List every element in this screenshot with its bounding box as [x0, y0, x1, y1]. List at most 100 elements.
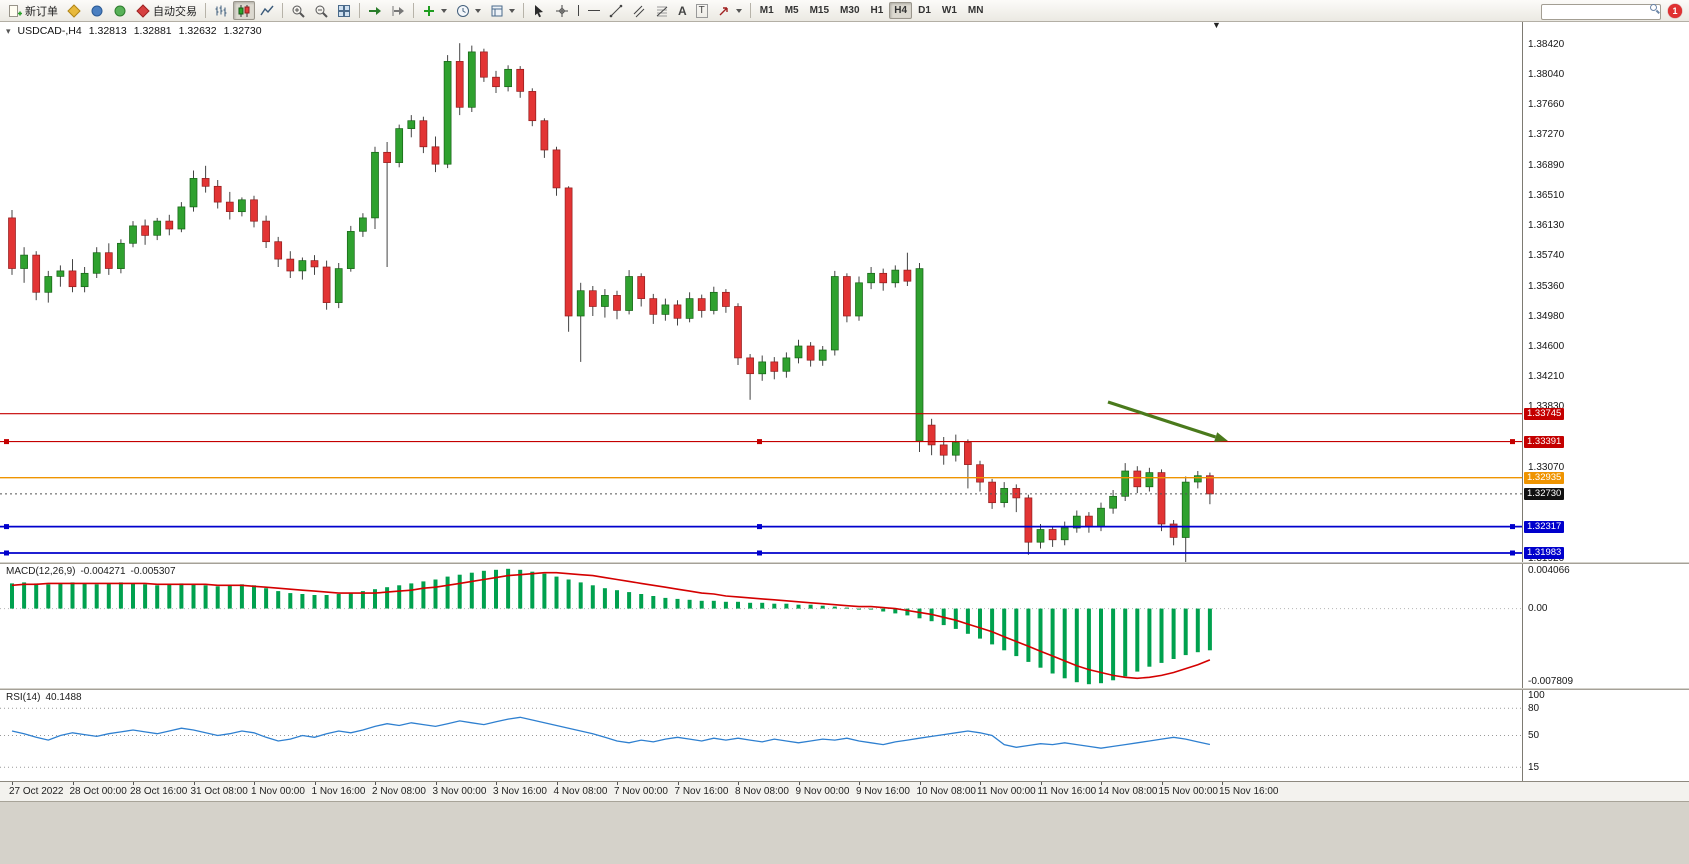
text-label-icon: T [695, 3, 708, 18]
candlestick-mode-button[interactable] [233, 1, 255, 20]
toolbar-separator [413, 3, 414, 18]
rsi-axis[interactable]: 100 80 50 15 [1522, 690, 1689, 781]
search-icon[interactable] [1650, 4, 1657, 12]
time-axis-label: 14 Nov 08:00 [1098, 786, 1158, 797]
autotrading-label: 自动交易 [153, 5, 197, 18]
time-axis-tick [1161, 782, 1163, 785]
price-axis[interactable]: 1.38420 1.38040 1.37660 1.37270 1.36890 1.365… [1522, 22, 1689, 562]
pane-separator[interactable] [0, 562, 1689, 564]
price-chart-plot[interactable] [0, 22, 1522, 562]
timeframe-button-m5[interactable]: M5 [784, 5, 799, 16]
text-tool-button[interactable]: A [674, 1, 691, 20]
line-handle[interactable] [4, 524, 9, 530]
macd-plot[interactable] [0, 564, 1522, 688]
timeframe-button-h4[interactable]: H4 [889, 2, 913, 19]
line-handle[interactable] [1510, 524, 1515, 530]
templates-dropdown-button[interactable] [486, 1, 519, 20]
time-axis-label: 2 Nov 08:00 [372, 786, 426, 797]
price-axis-label: 1.33830 [1528, 401, 1565, 413]
line-handle[interactable] [757, 550, 762, 556]
macd-axis[interactable]: 0.004066 0.00 -0.007809 [1522, 564, 1689, 688]
time-axis[interactable]: 27 Oct 2022 28 Oct 00:00 28 Oct 16:00 31 Oc… [0, 781, 1689, 801]
trendline-icon [609, 4, 623, 18]
time-axis-tick [133, 782, 134, 785]
new-order-button[interactable]: 新订单 [4, 1, 62, 20]
periods-dropdown-button[interactable] [452, 1, 485, 20]
macd-signal-value: -0.005307 [130, 566, 176, 577]
chart-shift-marker[interactable]: ▼ [1212, 22, 1221, 30]
trend-arrow-annotation[interactable] [1107, 400, 1228, 442]
time-axis-tick [1101, 782, 1102, 785]
line-handle[interactable] [757, 439, 762, 445]
timeframe-button-d1[interactable]: D1 [918, 5, 931, 16]
time-axis-tick [677, 782, 679, 785]
timeframe-button-m1[interactable]: M1 [759, 5, 774, 16]
time-axis-tick [496, 782, 497, 785]
bar-chart-icon [214, 4, 228, 18]
timeframe-button-w1[interactable]: W1 [941, 5, 957, 16]
timeframe-button-m30[interactable]: M30 [840, 5, 860, 16]
market-watch-button[interactable] [86, 1, 108, 20]
auto-scroll-button[interactable] [364, 1, 386, 20]
new-order-label: 新订单 [25, 5, 58, 18]
time-axis-tick [314, 782, 316, 785]
chart-window: ▾ USDCAD-,H4 1.32813 1.32881 1.32632 1.3… [0, 22, 1689, 801]
chart-title: ▾ USDCAD-,H4 1.32813 1.32881 1.32632 1.3… [6, 25, 262, 37]
zoom-in-button[interactable] [287, 1, 309, 20]
text-label-tool-button[interactable]: T [692, 1, 712, 20]
collapse-arrow-icon[interactable]: ▾ [6, 25, 11, 36]
time-axis-tick [375, 782, 376, 785]
crosshair-tool-button[interactable] [551, 1, 573, 20]
notification-badge[interactable]: 1 [1668, 3, 1682, 18]
toolbar-separator [359, 3, 360, 18]
line-handle[interactable] [1510, 550, 1515, 556]
navigator-button[interactable] [109, 1, 131, 20]
cursor-tool-button[interactable] [528, 1, 550, 20]
arrows-tool-button[interactable] [713, 1, 746, 20]
time-axis-tick [738, 782, 739, 785]
toolbar-right-area: 1 [1541, 1, 1685, 20]
price-badge: 1.33391 [1524, 435, 1565, 448]
rsi-plot[interactable] [0, 690, 1522, 781]
indicators-dropdown-button[interactable] [418, 1, 451, 20]
line-handle[interactable] [757, 524, 762, 530]
line-chart-mode-button[interactable] [256, 1, 278, 20]
timeframe-button-m15[interactable]: M15 [809, 5, 830, 16]
chevron-down-icon [735, 8, 742, 13]
macd-signal-line [11, 571, 1211, 680]
price-axis-label: 1.34600 [1528, 340, 1565, 352]
trendline-tool-button[interactable] [605, 1, 627, 20]
horizontal-line-tool-button[interactable] [584, 1, 604, 20]
price-axis-label: 1.35360 [1528, 280, 1565, 292]
time-axis-label: 3 Nov 16:00 [493, 786, 547, 797]
channel-tool-button[interactable] [628, 1, 650, 20]
zoom-out-button[interactable] [310, 1, 332, 20]
tile-windows-button[interactable] [333, 1, 355, 20]
chart-shift-icon [391, 4, 405, 18]
chart-shift-button[interactable] [387, 1, 409, 20]
timeframe-button-mn[interactable]: MN [967, 5, 984, 16]
macd-label: MACD(12,26,9) -0.004271 -0.005307 [6, 566, 176, 577]
charts-button[interactable] [63, 1, 85, 20]
market-watch-icon [90, 4, 104, 18]
price-axis-label: 1.34210 [1528, 371, 1565, 383]
cursor-icon [532, 4, 546, 18]
fibonacci-tool-button[interactable] [651, 1, 673, 20]
search-input[interactable] [1541, 3, 1661, 20]
pane-separator[interactable] [0, 688, 1689, 690]
time-axis-tick [919, 782, 921, 785]
bar-chart-mode-button[interactable] [210, 1, 232, 20]
line-handle[interactable] [1510, 439, 1515, 445]
chevron-down-icon [475, 8, 481, 13]
ohlc-open: 1.32813 [88, 25, 127, 37]
vertical-line-tool-button[interactable] [574, 1, 583, 20]
line-handle[interactable] [4, 550, 9, 556]
price-axis-label: 1.35740 [1528, 250, 1565, 262]
arrow-tool-icon [717, 4, 731, 18]
price-axis-label: 1.38040 [1528, 68, 1565, 80]
rsi-pane: RSI(14) 40.1488 100 80 50 15 [0, 690, 1689, 781]
line-handle[interactable] [4, 439, 9, 445]
timeframe-button-h1[interactable]: H1 [870, 5, 884, 16]
autotrading-button[interactable]: 自动交易 [132, 1, 201, 20]
